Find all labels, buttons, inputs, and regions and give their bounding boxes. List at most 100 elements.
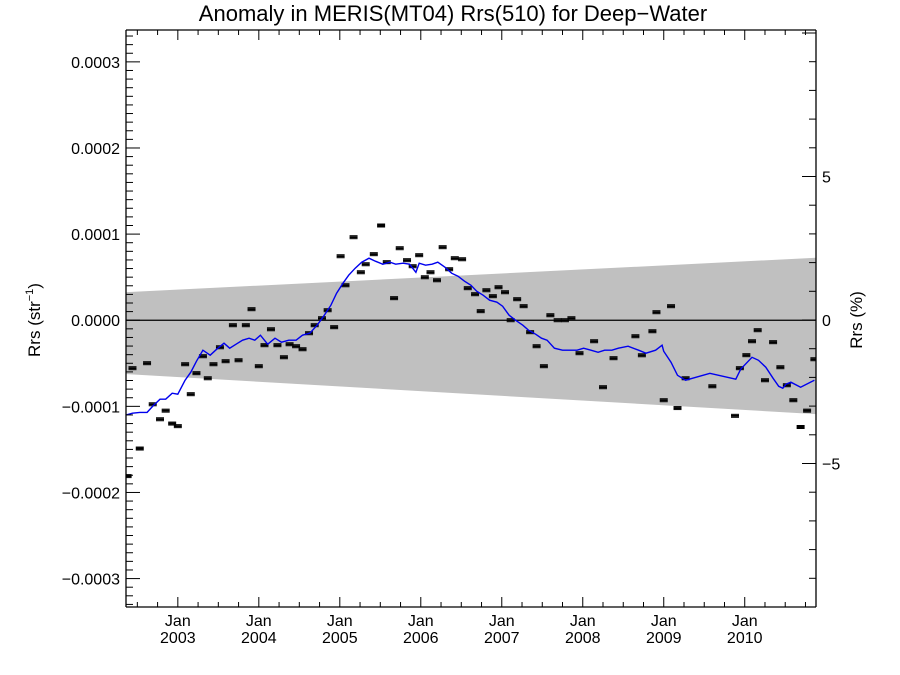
- y2-tick-label: −5: [822, 457, 840, 474]
- data-point: [438, 245, 447, 250]
- data-point: [192, 371, 201, 376]
- data-point: [181, 362, 190, 367]
- data-point: [203, 376, 212, 381]
- data-point: [748, 339, 757, 344]
- x-tick-label-year: 2008: [565, 630, 601, 647]
- data-point: [590, 339, 599, 344]
- data-point: [234, 358, 243, 363]
- data-point: [769, 340, 778, 345]
- axes: Jan2003Jan2004Jan2005Jan2006Jan2007Jan20…: [62, 29, 840, 647]
- x-tick-label-month: Jan: [651, 613, 677, 630]
- data-point: [458, 257, 467, 262]
- data-point: [637, 353, 646, 358]
- data-point: [186, 392, 195, 397]
- data-point: [796, 425, 805, 430]
- data-point: [161, 408, 170, 413]
- data-point: [241, 323, 250, 328]
- data-point: [415, 253, 424, 258]
- x-tick-label-month: Jan: [327, 613, 353, 630]
- x-tick-label-month: Jan: [165, 613, 191, 630]
- x-tick-label-year: 2006: [403, 630, 439, 647]
- y-axis-label: Rrs (str−1): [24, 283, 44, 357]
- data-point: [810, 357, 816, 362]
- data-point: [476, 309, 485, 314]
- data-point: [395, 246, 404, 251]
- data-point: [349, 235, 358, 240]
- data-point: [753, 328, 762, 333]
- y-axis-label-base: Rrs (str: [25, 301, 44, 357]
- data-point: [609, 356, 618, 361]
- data-point: [652, 310, 661, 315]
- x-tick-label-month: Jan: [570, 613, 596, 630]
- y-tick-label: −0.0002: [62, 485, 120, 502]
- x-tick-label-year: 2010: [727, 630, 763, 647]
- data-point: [156, 417, 165, 422]
- data-point: [420, 275, 429, 280]
- data-point: [760, 378, 769, 383]
- data-point: [369, 252, 378, 257]
- data-point: [803, 408, 812, 413]
- plot-area: [126, 223, 816, 479]
- data-point: [567, 316, 576, 321]
- data-point: [135, 446, 144, 451]
- data-point: [482, 288, 491, 293]
- data-point: [673, 406, 682, 411]
- y-tick-label: 0.0003: [71, 55, 120, 72]
- x-tick-label-month: Jan: [732, 613, 758, 630]
- data-point: [731, 413, 740, 418]
- data-point: [494, 285, 503, 290]
- data-point: [575, 351, 584, 356]
- data-point: [126, 474, 132, 479]
- x-tick-label-month: Jan: [246, 613, 272, 630]
- data-point: [273, 343, 282, 348]
- y-tick-label: 0.0001: [71, 227, 120, 244]
- data-point: [426, 270, 435, 275]
- x-tick-label-month: Jan: [489, 613, 515, 630]
- running-mean-line: [126, 257, 815, 416]
- x-tick-label-month: Jan: [408, 613, 434, 630]
- data-point: [298, 347, 307, 352]
- data-point: [776, 365, 785, 370]
- data-point: [432, 278, 441, 283]
- x-tick-label-year: 2007: [484, 630, 520, 647]
- data-point: [532, 344, 541, 349]
- plot-content: [126, 223, 816, 479]
- x-tick-label-year: 2009: [646, 630, 682, 647]
- uncertainty-band: [126, 257, 816, 415]
- data-point: [266, 327, 275, 332]
- y2-axis-label: Rrs (%): [847, 291, 866, 349]
- data-point: [450, 256, 459, 261]
- data-point: [631, 334, 640, 339]
- y-axis-label-sup: −1: [24, 289, 36, 302]
- data-point: [356, 270, 365, 275]
- data-point: [648, 329, 657, 334]
- data-point: [513, 297, 522, 302]
- data-point: [599, 385, 608, 390]
- data-point: [279, 355, 288, 360]
- data-point: [361, 262, 370, 267]
- data-point: [519, 304, 528, 309]
- y-axis-label-close: ): [25, 283, 44, 289]
- data-point: [742, 353, 751, 358]
- data-point: [463, 286, 472, 291]
- data-point: [228, 323, 237, 328]
- y-tick-label: 0.0000: [71, 313, 120, 330]
- data-point: [173, 424, 182, 429]
- x-tick-label-year: 2005: [322, 630, 358, 647]
- y2-tick-label: 0: [822, 313, 831, 330]
- data-point: [209, 362, 218, 367]
- x-tick-label-year: 2004: [241, 630, 277, 647]
- data-point: [143, 361, 152, 366]
- data-point: [330, 325, 339, 330]
- y-tick-label: 0.0002: [71, 141, 120, 158]
- chart-title: Anomaly in MERIS(MT04) Rrs(510) for Deep…: [199, 1, 707, 26]
- data-point: [539, 364, 548, 369]
- data-point: [247, 307, 256, 312]
- data-point: [377, 223, 386, 228]
- data-point: [789, 398, 798, 403]
- data-point: [390, 296, 399, 301]
- data-point: [553, 318, 562, 323]
- data-point: [546, 313, 555, 318]
- y-tick-label: −0.0003: [62, 572, 120, 589]
